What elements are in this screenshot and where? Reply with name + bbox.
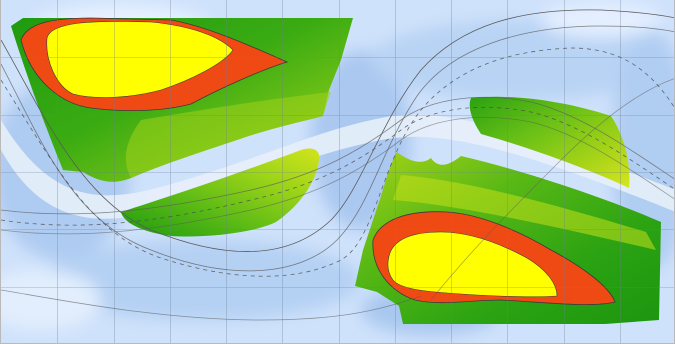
upper-left-yellow bbox=[46, 21, 234, 98]
dashed-tracks bbox=[1, 47, 674, 277]
region-bottom-right bbox=[355, 152, 661, 324]
contour-lines bbox=[1, 9, 674, 321]
bottom-right-yellow bbox=[387, 231, 558, 298]
region-upper-left bbox=[11, 17, 353, 182]
region-upper-right bbox=[469, 96, 630, 188]
